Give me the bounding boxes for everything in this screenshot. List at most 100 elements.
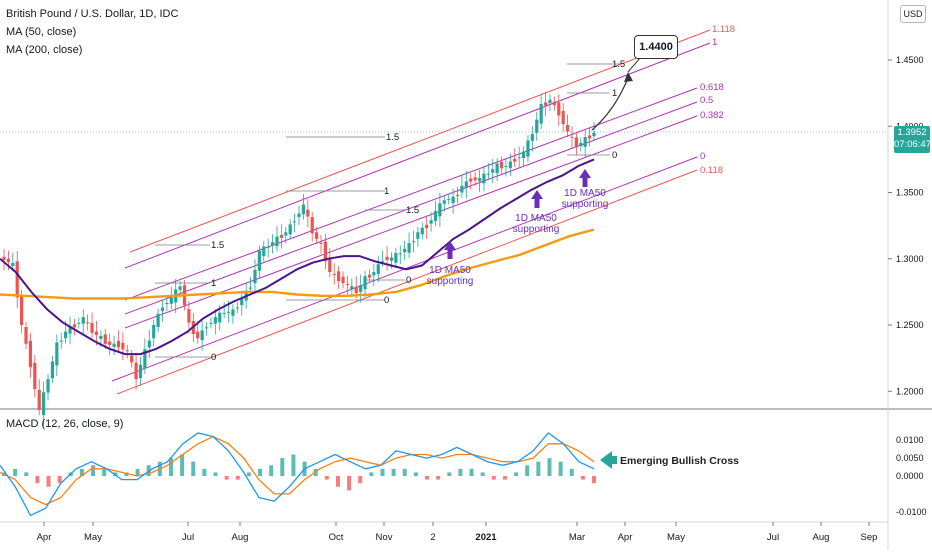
macd-histogram-bar xyxy=(569,468,574,476)
y-tick-label: 1.2000 xyxy=(896,386,924,396)
target-callout: 1.4400 xyxy=(634,35,678,59)
y-tick-label: 1.3500 xyxy=(896,188,924,198)
channel-level-label: 0 xyxy=(700,151,705,162)
candle-body xyxy=(535,119,539,133)
candle-body xyxy=(328,258,332,272)
candle-body xyxy=(55,342,59,366)
candle-body xyxy=(257,250,261,271)
candle-body xyxy=(169,297,173,304)
candle-body xyxy=(46,379,50,393)
candle-body xyxy=(187,309,191,323)
candle-body xyxy=(77,322,81,324)
fib-line-mid-1-label: 1 xyxy=(384,186,389,197)
candle-body xyxy=(561,111,565,125)
candle-body xyxy=(209,322,213,324)
ma50-legend: MA (50, close) xyxy=(6,26,77,38)
candle-body xyxy=(504,166,508,167)
x-tick-label: May xyxy=(667,532,685,543)
macd-histogram-bar xyxy=(580,476,585,480)
macd-histogram-bar xyxy=(592,476,596,484)
candle-body xyxy=(306,209,310,217)
candle-body xyxy=(222,312,226,314)
candle-body xyxy=(200,330,204,341)
candle-body xyxy=(11,262,15,267)
channel-line-1 xyxy=(124,42,711,269)
candle-body xyxy=(438,203,442,217)
candle-body xyxy=(99,335,103,339)
candle-body xyxy=(367,274,372,278)
candle-body xyxy=(508,161,512,168)
macd-line xyxy=(0,432,595,517)
candle-body xyxy=(398,253,402,255)
ma50-line xyxy=(0,158,595,356)
macd-histogram-bar xyxy=(536,461,541,476)
macd-histogram-bar xyxy=(436,476,441,480)
candle-body xyxy=(543,102,548,106)
candle-body xyxy=(130,355,134,363)
candle-body xyxy=(28,340,33,368)
channel-line-0-5 xyxy=(124,101,698,315)
candle-body xyxy=(37,389,41,410)
candle-body xyxy=(64,331,68,339)
macd-histogram-bar xyxy=(24,472,29,476)
support-arrow-2 xyxy=(531,190,543,208)
candle-body xyxy=(565,124,570,132)
candle-body xyxy=(394,253,398,263)
candle-body xyxy=(513,158,517,162)
candle-body xyxy=(94,331,99,335)
macd-histogram-bar xyxy=(525,465,530,476)
candle-body xyxy=(557,102,561,116)
candle-body xyxy=(548,99,552,104)
channel-level-label: 0.5 xyxy=(700,95,713,106)
candle-body xyxy=(583,137,587,147)
macd-histogram-bar xyxy=(46,476,51,487)
channel-line-1-118 xyxy=(129,29,711,253)
candle-body xyxy=(323,241,328,262)
macd-legend: MACD (12, 26, close, 9) xyxy=(6,418,124,430)
channel-level-label: 1.118 xyxy=(712,24,735,35)
candle-body xyxy=(33,362,37,390)
candle-body xyxy=(354,286,358,294)
macd-histogram-bar xyxy=(291,454,296,476)
macd-histogram-bar xyxy=(402,468,407,476)
candle-body xyxy=(442,200,446,204)
ma50-note-3: 1D MA50 supporting xyxy=(561,188,609,210)
candle-body xyxy=(279,234,283,238)
channel-level-label: 0.618 xyxy=(700,82,724,93)
candle-body xyxy=(121,342,125,350)
candle-body xyxy=(385,256,389,260)
macd-histogram-bar xyxy=(102,468,107,476)
ma200-line xyxy=(0,228,595,300)
candle-body xyxy=(15,261,19,298)
macd-histogram-bar xyxy=(13,468,18,476)
candle-body xyxy=(301,204,306,215)
channel-line-0-118 xyxy=(116,169,698,395)
candle-body xyxy=(460,185,464,193)
candle-body xyxy=(143,349,147,369)
candle-body xyxy=(226,311,231,313)
bullish-cross-note: Emerging Bullish Cross xyxy=(620,455,740,467)
candle-body xyxy=(284,232,288,236)
candle-body xyxy=(20,295,24,325)
y-tick-label: 1.4500 xyxy=(896,55,924,65)
candle-body xyxy=(332,273,336,275)
ma50-note-1: 1D MA50 supporting xyxy=(426,265,474,287)
candle-body xyxy=(526,140,530,157)
last-price-value: 1.3952 xyxy=(897,127,927,138)
fib-line-mid-1-5-label: 1.5 xyxy=(386,132,399,143)
currency-button[interactable]: USD xyxy=(900,5,926,23)
fib-line-low-1-label: 1 xyxy=(211,278,216,289)
candle-body xyxy=(112,343,116,347)
macd-histogram-bar xyxy=(491,476,496,480)
macd-histogram-bar xyxy=(558,461,563,476)
candle-body xyxy=(297,213,301,218)
x-tick-label: May xyxy=(84,532,102,543)
candle-body xyxy=(592,132,596,137)
macd-histogram-bar xyxy=(180,454,185,476)
candle-body xyxy=(403,248,407,253)
candle-body xyxy=(204,327,209,329)
macd-histogram-bar xyxy=(202,468,207,476)
candle-body xyxy=(587,135,592,139)
